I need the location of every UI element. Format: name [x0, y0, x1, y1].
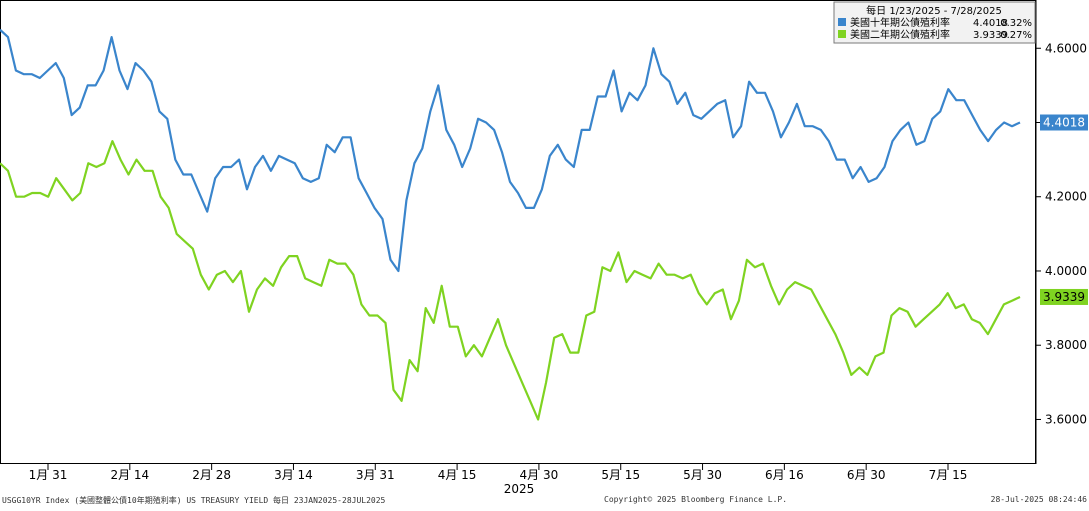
y-tick-label-5: 4.6000: [1045, 41, 1087, 55]
y-tick-label-3: 4.2000: [1045, 190, 1087, 204]
legend-label-10y: 美國十年期公債殖利率: [850, 16, 950, 29]
series-line-1: [0, 140, 1021, 421]
footer-timestamp: 28-Jul-2025 08:24:46: [990, 495, 1087, 504]
last-value-label-1: 3.9339: [1043, 290, 1085, 304]
legend-header: 每日 1/23/2025 - 7/28/2025: [866, 4, 1002, 17]
x-tick-label-7: 5月 15: [601, 468, 640, 482]
x-tick-label-8: 5月 30: [683, 468, 722, 482]
legend: 每日 1/23/2025 - 7/28/2025 美國十年期公債殖利率 4.40…: [833, 1, 1036, 44]
x-tick-label-10: 6月 30: [847, 468, 886, 482]
legend-label-2y: 美國二年期公債殖利率: [850, 28, 950, 41]
legend-box: [833, 1, 1036, 44]
series-line-0: [0, 28, 1021, 273]
legend-swatch-2y: [838, 30, 846, 38]
x-tick-label-2: 2月 28: [192, 468, 231, 482]
footer-copyright: Copyright© 2025 Bloomberg Finance L.P.: [604, 495, 788, 504]
x-tick-label-5: 4月 15: [438, 468, 477, 482]
legend-last-10y: 4.4018: [973, 18, 1008, 29]
x-tick-label-3: 3月 14: [274, 468, 313, 482]
last-value-box-1: [1040, 288, 1088, 305]
y-tick-label-0: 3.6000: [1045, 412, 1087, 426]
legend-change-2y: 0.27%: [1000, 30, 1032, 41]
legend-swatch-10y: [838, 18, 846, 26]
year-label: 2025: [504, 482, 535, 496]
y-tick-label-1: 3.8000: [1045, 338, 1087, 352]
x-tick-label-0: 1月 31: [29, 468, 68, 482]
plot-frame: [0, 0, 1036, 464]
x-axis: 1月 31 2月 14 2月 28 3月 14 3月 31 4月 15 4月 30 5月 15…: [29, 464, 968, 482]
last-value-labels: 4.4018 3.9339: [1040, 114, 1088, 305]
x-tick-label-4: 3月 31: [356, 468, 395, 482]
legend-last-2y: 3.9339: [973, 30, 1008, 41]
x-tick-label-1: 2月 14: [110, 468, 149, 482]
last-value-label-0: 4.4018: [1043, 115, 1085, 129]
last-value-box-0: [1040, 114, 1088, 131]
x-tick-label-9: 6月 16: [765, 468, 804, 482]
y-tick-label-2: 4.0000: [1045, 264, 1087, 278]
footer-source: USGG10YR Index (美國整體公債10年期殖利率) US TREASU…: [2, 496, 386, 505]
legend-change-10y: 0.32%: [1000, 18, 1032, 29]
x-tick-label-6: 4月 30: [520, 468, 559, 482]
series-layer: [0, 28, 1021, 421]
x-tick-label-11: 7月 15: [929, 468, 968, 482]
